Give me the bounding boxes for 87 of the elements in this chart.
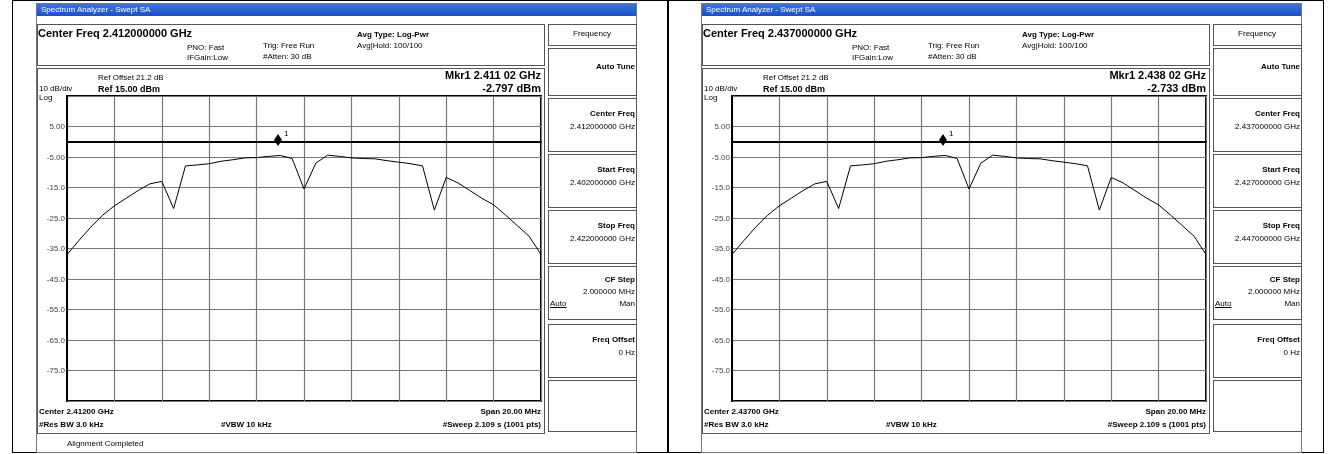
text: Man bbox=[1284, 299, 1300, 308]
y-tick-label: -5.00 bbox=[711, 152, 731, 162]
text: PNO: Fast bbox=[187, 43, 225, 52]
y-tick-label: 5.00 bbox=[49, 122, 66, 131]
text: Frequency bbox=[573, 29, 611, 38]
text: Avg Type: Log-Pwr bbox=[1022, 30, 1094, 39]
text: 2.427000000 GHz bbox=[1235, 178, 1300, 187]
text: #Res BW 3.0 kHz bbox=[704, 420, 769, 429]
text: #Sweep 2.109 s (1001 pts) bbox=[1107, 420, 1206, 429]
text: Span 20.00 MHz bbox=[480, 407, 541, 416]
text: 0 Hz bbox=[1283, 348, 1300, 357]
y-tick-label: -65.0 bbox=[711, 335, 731, 345]
text: Center Freq bbox=[590, 109, 635, 118]
text: -2.797 dBm bbox=[482, 82, 541, 94]
text: #Sweep 2.109 s (1001 pts) bbox=[442, 420, 541, 429]
text: Log bbox=[704, 93, 718, 102]
annotation: 1 bbox=[284, 129, 289, 138]
text: Log bbox=[39, 93, 53, 102]
y-tick-label: -35.0 bbox=[711, 244, 731, 253]
y-tick-label: -75.0 bbox=[711, 366, 731, 375]
text: Man bbox=[619, 299, 635, 308]
text: Ref Offset 21.2 dB bbox=[763, 73, 829, 82]
y-tick-label: -45.0 bbox=[46, 274, 66, 284]
y-tick-label: -45.0 bbox=[711, 274, 731, 284]
text: IFGain:Low bbox=[187, 53, 228, 62]
text: Auto Tune bbox=[1261, 62, 1300, 71]
text: PNO: Fast bbox=[852, 43, 890, 52]
text: Alignment Completed bbox=[67, 439, 144, 448]
text: Span 20.00 MHz bbox=[1145, 407, 1206, 416]
text: 10 dB/div bbox=[39, 84, 73, 93]
y-tick-label: -15.0 bbox=[711, 183, 731, 192]
y-tick-label: -5.00 bbox=[46, 152, 66, 162]
text: Ref 15.00 dBm bbox=[763, 84, 826, 94]
text: Start Freq bbox=[1262, 165, 1300, 174]
text: Trig: Free Run bbox=[263, 41, 315, 50]
text: Avg Type: Log-Pwr bbox=[357, 30, 429, 39]
chart-title: Spectrum Analyzer - Swept SA bbox=[41, 5, 151, 14]
text: Stop Freq bbox=[1262, 221, 1300, 230]
y-tick-label: -65.0 bbox=[46, 335, 66, 345]
y-tick-label: 5.00 bbox=[714, 122, 731, 131]
text: CF Step bbox=[1269, 275, 1300, 284]
text: Center Freq 2.412000000 GHz bbox=[38, 27, 193, 39]
text: Freq Offset bbox=[1257, 335, 1300, 344]
y-tick-label: -75.0 bbox=[46, 366, 66, 375]
y-tick-label: -55.0 bbox=[46, 305, 66, 314]
chart-title: Spectrum Analyzer - Swept SA bbox=[706, 5, 816, 14]
text: 2.000000 MHz bbox=[582, 287, 635, 296]
text: Avg|Hold: 100/100 bbox=[1022, 41, 1088, 50]
text: 2.437000000 GHz bbox=[1235, 122, 1300, 131]
y-tick-label: -25.0 bbox=[46, 213, 66, 223]
y-tick-label: -55.0 bbox=[711, 305, 731, 314]
text: Center Freq 2.437000000 GHz bbox=[703, 27, 858, 39]
text: 2.412000000 GHz bbox=[570, 122, 635, 131]
y-tick-label: -25.0 bbox=[711, 213, 731, 223]
text: 2.000000 MHz bbox=[1247, 287, 1300, 296]
y-tick-label: -15.0 bbox=[46, 183, 66, 192]
text: #VBW 10 kHz bbox=[221, 420, 272, 429]
text: Avg|Hold: 100/100 bbox=[357, 41, 423, 50]
text: Trig: Free Run bbox=[928, 41, 980, 50]
text: #Atten: 30 dB bbox=[928, 52, 977, 61]
text: -2.733 dBm bbox=[1147, 82, 1206, 94]
text: 2.422000000 GHz bbox=[570, 234, 635, 243]
text: CF Step bbox=[604, 275, 635, 284]
text: 2.447000000 GHz bbox=[1235, 234, 1300, 243]
text: Ref 15.00 dBm bbox=[98, 84, 161, 94]
text: 2.402000000 GHz bbox=[570, 178, 635, 187]
text: Mkr1 2.411 02 GHz bbox=[444, 69, 541, 81]
text: IFGain:Low bbox=[852, 53, 893, 62]
text: Freq Offset bbox=[592, 335, 635, 344]
text: 10 dB/div bbox=[704, 84, 738, 93]
text: Center 2.41200 GHz bbox=[39, 407, 114, 416]
text: Auto bbox=[550, 299, 567, 308]
text: #VBW 10 kHz bbox=[886, 420, 937, 429]
text: Frequency bbox=[1238, 29, 1276, 38]
text: Mkr1 2.438 02 GHz bbox=[1109, 69, 1206, 81]
y-tick-label: -35.0 bbox=[46, 244, 66, 253]
text: Ref Offset 21.2 dB bbox=[98, 73, 164, 82]
text: Start Freq bbox=[597, 165, 635, 174]
text: Center 2.43700 GHz bbox=[704, 407, 779, 416]
text: #Res BW 3.0 kHz bbox=[39, 420, 104, 429]
text: Auto bbox=[1215, 299, 1232, 308]
text: Stop Freq bbox=[597, 221, 635, 230]
text: 0 Hz bbox=[618, 348, 635, 357]
text: Auto Tune bbox=[596, 62, 635, 71]
annotation: 1 bbox=[949, 129, 954, 138]
text: #Atten: 30 dB bbox=[263, 52, 312, 61]
text: Center Freq bbox=[1255, 109, 1300, 118]
